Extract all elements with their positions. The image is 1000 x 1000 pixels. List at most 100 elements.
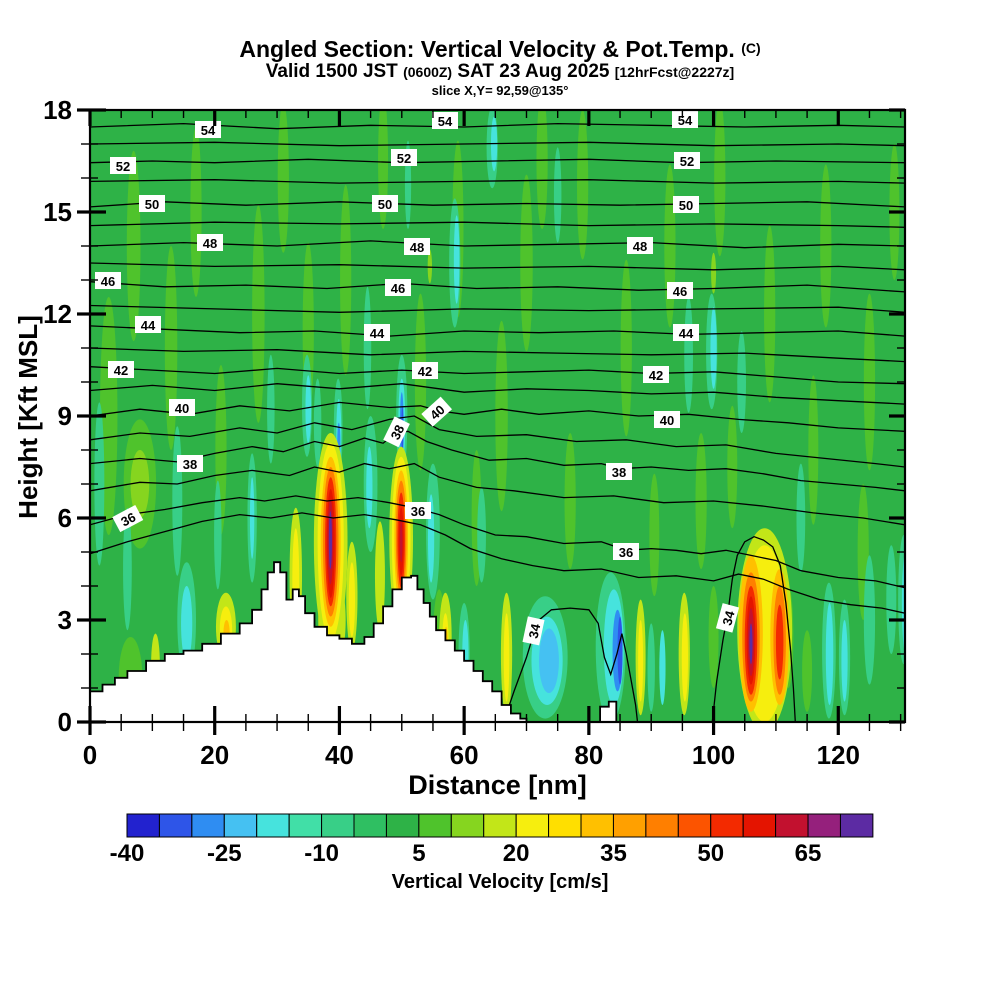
colorbar-tick-label: -10 <box>304 840 339 867</box>
colorbar-segment <box>677 813 712 838</box>
y-tick-label: 9 <box>58 401 72 431</box>
isotherm-label: 38 <box>606 463 632 480</box>
isotherm-line-50 <box>90 201 905 208</box>
colorbar: -40 -25 -10 5 20 35 50 65 <box>110 813 874 867</box>
velocity-anomaly <box>190 127 202 297</box>
velocity-anomaly <box>252 205 265 423</box>
x-tick-label: 0 <box>83 740 97 770</box>
isotherm-line-48 <box>90 240 905 249</box>
svg-text:50: 50 <box>378 197 392 212</box>
velocity-anomaly <box>659 630 666 705</box>
colorbar-tick-label: 50 <box>697 840 724 867</box>
velocity-anomaly <box>277 110 289 253</box>
plot-title: Angled Section: Vertical Velocity & Pot.… <box>0 36 1000 63</box>
colorbar-segment <box>548 813 582 838</box>
isotherm-label: 36 <box>112 504 144 533</box>
svg-text:46: 46 <box>391 281 405 296</box>
isotherm-line-43 <box>90 347 905 363</box>
plot-title-units: (C) <box>741 40 761 56</box>
svg-text:36: 36 <box>411 504 425 519</box>
svg-text:42: 42 <box>114 363 128 378</box>
svg-text:36: 36 <box>118 509 138 529</box>
y-tick-label: 3 <box>58 605 72 635</box>
svg-text:44: 44 <box>141 318 156 333</box>
svg-text:42: 42 <box>418 364 432 379</box>
isotherm-line-40 <box>90 401 905 432</box>
velocity-anomaly <box>886 545 897 654</box>
isotherm-line-53 <box>90 141 905 147</box>
terrain-silhouette <box>599 700 618 722</box>
y-tick-label: 12 <box>43 299 72 329</box>
colorbar-segment <box>191 813 225 838</box>
svg-text:50: 50 <box>145 197 159 212</box>
colorbar-segment <box>580 813 614 838</box>
x-axis-title: Distance [nm] <box>408 770 587 800</box>
velocity-anomaly <box>249 477 255 559</box>
isotherm-label: 34 <box>522 616 545 646</box>
velocity-anomaly <box>94 402 105 566</box>
velocity-anomaly <box>414 293 427 471</box>
colorbar-tick-label: -40 <box>110 840 145 867</box>
terrain-silhouette <box>90 561 528 722</box>
velocity-anomaly <box>495 320 508 512</box>
svg-text:44: 44 <box>370 326 385 341</box>
slice-info: slice X,Y= 92,59@135° <box>431 83 569 98</box>
y-axis-title: Height [Kft MSL] <box>13 315 43 519</box>
colorbar-segment <box>645 813 679 838</box>
svg-text:42: 42 <box>649 368 663 383</box>
velocity-anomaly <box>708 586 719 688</box>
colorbar-title: Vertical Velocity [cm/s] <box>391 871 609 893</box>
colorbar-segment <box>158 813 193 838</box>
x-tick-label: 40 <box>325 740 354 770</box>
x-tick-label: 100 <box>692 740 735 770</box>
isotherm-label: 54 <box>672 111 698 128</box>
velocity-anomaly <box>553 147 562 243</box>
isotherm-label: 52 <box>674 152 700 169</box>
colorbar-segment <box>256 813 290 838</box>
svg-text:40: 40 <box>175 401 189 416</box>
velocity-anomaly <box>649 473 660 597</box>
isotherm-line-37 <box>90 462 905 526</box>
colorbar-segment <box>515 813 550 838</box>
svg-text:34: 34 <box>719 608 737 627</box>
velocity-anomaly <box>123 507 132 631</box>
velocity-anomaly <box>775 604 784 680</box>
velocity-anomaly <box>130 450 150 518</box>
svg-text:46: 46 <box>101 274 115 289</box>
velocity-anomaly <box>181 586 193 661</box>
velocity-anomaly <box>577 110 589 260</box>
isotherm-line-36 <box>90 495 905 589</box>
isotherm-label: 48 <box>197 234 223 251</box>
isotherm-line-49 <box>90 221 905 228</box>
velocity-anomaly <box>825 603 834 705</box>
svg-text:52: 52 <box>397 151 411 166</box>
forecast-info: [12hrFcst@2227z] <box>614 64 735 80</box>
svg-text:38: 38 <box>612 465 626 480</box>
isotherm-label: 42 <box>643 366 669 383</box>
colorbar-segment <box>418 813 452 838</box>
velocity-anomaly <box>164 246 178 450</box>
colorbar-segment <box>321 813 355 838</box>
colorbar-segment <box>710 813 744 838</box>
velocity-anomaly <box>620 259 632 437</box>
colorbar-segment <box>775 813 809 838</box>
isotherm-line-34 <box>504 607 639 722</box>
x-tick-label: 120 <box>817 740 860 770</box>
isotherm-label: 40 <box>654 411 680 428</box>
velocity-anomaly <box>340 184 352 376</box>
valid-time-utc: (0600Z) <box>403 64 453 80</box>
isotherm-label: 46 <box>385 279 411 296</box>
y-tick-label: 15 <box>43 197 72 227</box>
svg-text:54: 54 <box>201 123 216 138</box>
isotherm-label: 50 <box>372 195 398 212</box>
plot-area: 54 54 54 52 52 52 50 50 50 48 48 48 46 46 46 44 44 44 42 42… <box>90 110 905 722</box>
velocity-anomaly <box>841 620 848 702</box>
velocity-anomaly <box>366 446 373 529</box>
isotherm-line-46 <box>90 281 905 293</box>
colorbar-segment <box>126 813 160 838</box>
svg-text:48: 48 <box>410 240 424 255</box>
velocity-anomaly <box>538 628 559 694</box>
colorbar-segment <box>353 813 387 838</box>
svg-text:48: 48 <box>633 239 647 254</box>
isotherm-label: 48 <box>627 237 653 254</box>
